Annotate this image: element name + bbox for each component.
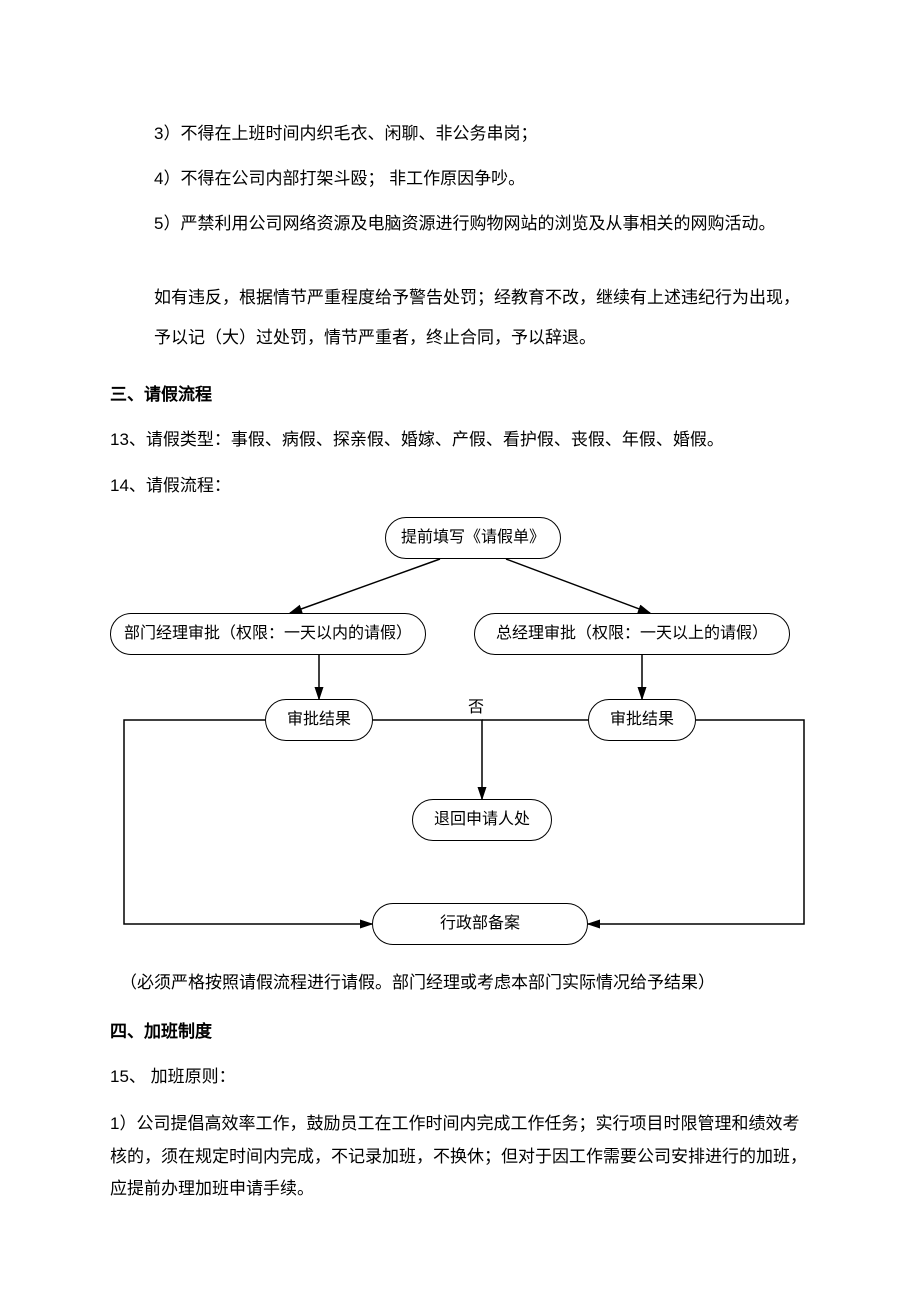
- consequence-text: 如有违反，根据情节严重程度给予警告处罚；经教育不改，继续有上述违纪行为出现，予以…: [110, 278, 810, 360]
- body-1: 1）公司提倡高效率工作，鼓励员工在工作时间内完成工作任务；实行项目时限管理和绩效…: [110, 1108, 810, 1205]
- document-page: 3）不得在上班时间内织毛衣、闲聊、非公务串岗； 4）不得在公司内部打架斗殴； 非…: [0, 0, 920, 1265]
- item-15: 15、 加班原则：: [110, 1063, 810, 1090]
- flowchart-edges: [110, 517, 810, 955]
- label-no: 否: [468, 695, 484, 721]
- flow-node-res1: 审批结果: [265, 699, 373, 741]
- section-3-title: 三、请假流程: [110, 381, 810, 408]
- flow-node-archive: 行政部备案: [372, 903, 588, 945]
- flow-node-return: 退回申请人处: [412, 799, 552, 841]
- flow-note: （必须严格按照请假流程进行请假。部门经理或考虑本部门实际情况给予结果）: [120, 969, 810, 996]
- flow-node-start: 提前填写《请假单》: [385, 517, 561, 559]
- rule-5: 5）严禁利用公司网络资源及电脑资源进行购物网站的浏览及从事相关的网购活动。: [110, 210, 810, 237]
- flow-node-dept: 部门经理审批（权限：一天以内的请假）: [110, 613, 426, 655]
- item-14: 14、请假流程：: [110, 472, 810, 499]
- item-13: 13、请假类型：事假、病假、探亲假、婚嫁、产假、看护假、丧假、年假、婚假。: [110, 426, 810, 453]
- flow-node-gm: 总经理审批（权限：一天以上的请假）: [474, 613, 790, 655]
- rule-3: 3）不得在上班时间内织毛衣、闲聊、非公务串岗；: [110, 120, 810, 147]
- section-4-title: 四、加班制度: [110, 1018, 810, 1045]
- leave-flowchart: 提前填写《请假单》部门经理审批（权限：一天以内的请假） 总经理审批（权限：一天以上…: [110, 517, 810, 955]
- flow-node-res2: 审批结果: [588, 699, 696, 741]
- rule-4: 4）不得在公司内部打架斗殴； 非工作原因争吵。: [110, 165, 810, 192]
